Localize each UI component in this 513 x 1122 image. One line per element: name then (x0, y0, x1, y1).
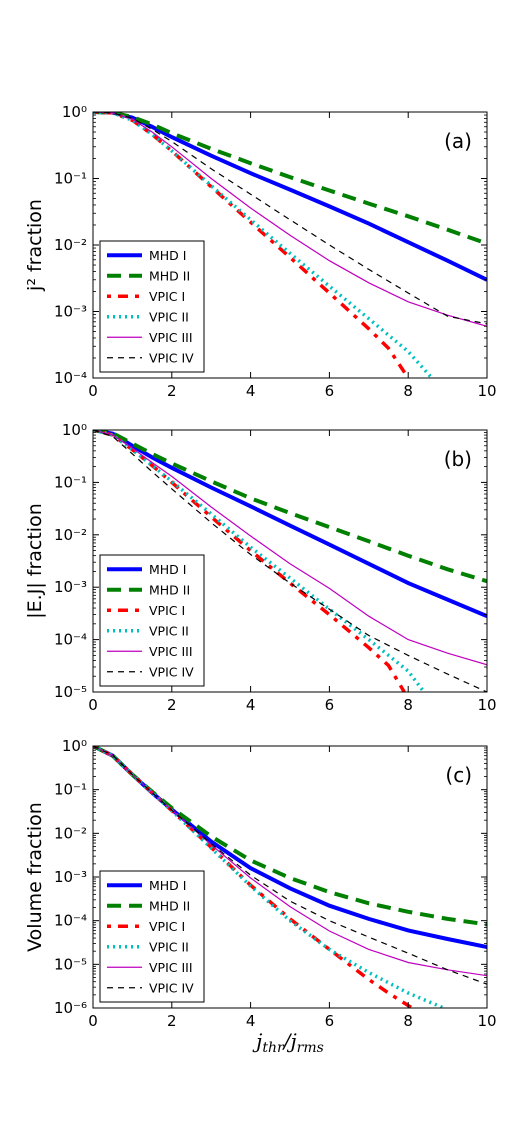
x-tick-label: 2 (167, 1012, 177, 1030)
y-tick-label: 10⁰ (62, 103, 87, 121)
legend-label: MHD II (149, 898, 190, 913)
legend-label: VPIC IV (149, 980, 194, 995)
y-tick-label: 10⁻⁵ (54, 955, 87, 973)
legend-label: MHD II (149, 268, 190, 283)
y-tick-label: 10⁻² (54, 824, 87, 842)
legend-label: VPIC IV (149, 664, 194, 679)
series-line-vpic-iv (93, 746, 487, 985)
y-tick-label: 10⁻³ (54, 303, 87, 321)
series-line-vpic-iii (93, 112, 487, 327)
legend-label: VPIC III (149, 960, 193, 975)
y-tick-label: 10⁻² (54, 526, 87, 544)
y-tick-label: 10⁰ (62, 421, 87, 439)
x-tick-label: 8 (403, 382, 413, 400)
y-tick-label: 10⁻³ (54, 868, 87, 886)
y-tick-label: 10⁰ (62, 737, 87, 755)
panel-label: (b) (444, 447, 472, 471)
series-line-vpic-iv (93, 112, 487, 325)
x-tick-label: 0 (88, 382, 98, 400)
x-tick-label: 4 (246, 696, 256, 714)
y-tick-label: 10⁻⁴ (54, 912, 87, 930)
series-line-vpic-ii (93, 112, 434, 378)
legend: MHD I MHD II VPIC I VPIC II VPIC III VPIC IV (99, 240, 205, 373)
legend-label: VPIC I (149, 289, 185, 304)
x-tick-label: 2 (167, 696, 177, 714)
y-tick-label: 10⁻¹ (54, 781, 87, 799)
y-tick-label: 10⁻⁵ (54, 683, 87, 701)
series-line-vpic-iv (93, 430, 487, 692)
x-tick-label: 4 (246, 1012, 256, 1030)
series-group (93, 112, 487, 378)
y-tick-label: 10⁻¹ (54, 473, 87, 491)
series-line-vpic-i (93, 112, 410, 378)
x-tick-label: 4 (246, 382, 256, 400)
x-tick-label: 8 (403, 1012, 413, 1030)
legend-label: VPIC I (149, 603, 185, 618)
series-line-mhd-i (93, 430, 487, 619)
panel-1: 0 2 4 6 8 10 10⁻⁴ 10⁻³ 10⁻² 10⁻¹ 10⁰ (a) j² fraction… (24, 103, 497, 400)
panel-label: (c) (445, 763, 472, 787)
series-line-mhd-i (93, 112, 487, 282)
legend-label: MHD I (149, 878, 186, 893)
y-tick-label: 10⁻⁶ (54, 999, 87, 1017)
x-tick-label: 6 (325, 696, 335, 714)
legend-label: MHD II (149, 582, 190, 597)
series-line-mhd-ii (93, 112, 487, 246)
y-axis-label: Volume fraction (24, 802, 46, 952)
y-tick-label: 10⁻² (54, 236, 87, 254)
plot-frame (92, 429, 488, 693)
legend-label: VPIC IV (149, 350, 194, 365)
y-tick-label: 10⁻⁴ (54, 369, 87, 387)
legend-label: MHD I (149, 248, 186, 263)
x-tick-label: 10 (477, 382, 496, 400)
legend: MHD I MHD II VPIC I VPIC II VPIC III VPIC IV (99, 870, 205, 1003)
x-tick-label: 8 (403, 696, 413, 714)
legend-label: VPIC II (149, 939, 189, 954)
y-tick-label: 10⁻⁴ (54, 631, 87, 649)
legend-label: VPIC I (149, 919, 185, 934)
legend-label: VPIC III (149, 330, 193, 345)
y-axis-label: |E.J| fraction (24, 503, 46, 618)
legend-box (99, 240, 205, 373)
series-group (93, 746, 487, 1008)
legend-box (99, 870, 205, 1003)
legend-label: VPIC II (149, 623, 189, 638)
series-group (93, 430, 487, 692)
y-tick-label: 10⁻³ (54, 578, 87, 596)
x-tick-label: 6 (325, 382, 335, 400)
y-axis-label: j² fraction (24, 199, 46, 292)
panel-label: (a) (444, 129, 472, 153)
legend-label: VPIC II (149, 309, 189, 324)
legend-box (99, 554, 205, 687)
legend: MHD I MHD II VPIC I VPIC II VPIC III VPIC IV (99, 554, 205, 687)
x-axis-label: jthr/jrms (252, 1029, 324, 1056)
series-line-mhd-ii (93, 430, 487, 584)
x-tick-label: 10 (477, 696, 496, 714)
x-tick-label: 10 (477, 1012, 496, 1030)
series-line-vpic-ii (93, 746, 445, 1008)
panel-2: 0 2 4 6 8 10 10⁻⁵ 10⁻⁴ 10⁻³ 10⁻² 10⁻¹ 10⁰ (b) |E.J| f… (24, 421, 497, 714)
x-tick-label: 6 (325, 1012, 335, 1030)
series-line-vpic-iii (93, 430, 487, 666)
series-line-vpic-i (93, 430, 406, 692)
x-tick-label: 2 (167, 382, 177, 400)
y-tick-label: 10⁻¹ (54, 170, 87, 188)
legend-label: VPIC III (149, 644, 193, 659)
legend-label: MHD I (149, 562, 186, 577)
panel-3: 0 2 4 6 8 10 10⁻⁶ 10⁻⁵ 10⁻⁴ 10⁻³ 10⁻² 10⁻¹ 10⁰ (c) Vol… (24, 737, 497, 1056)
x-tick-label: 0 (88, 1012, 98, 1030)
x-tick-label: 0 (88, 696, 98, 714)
